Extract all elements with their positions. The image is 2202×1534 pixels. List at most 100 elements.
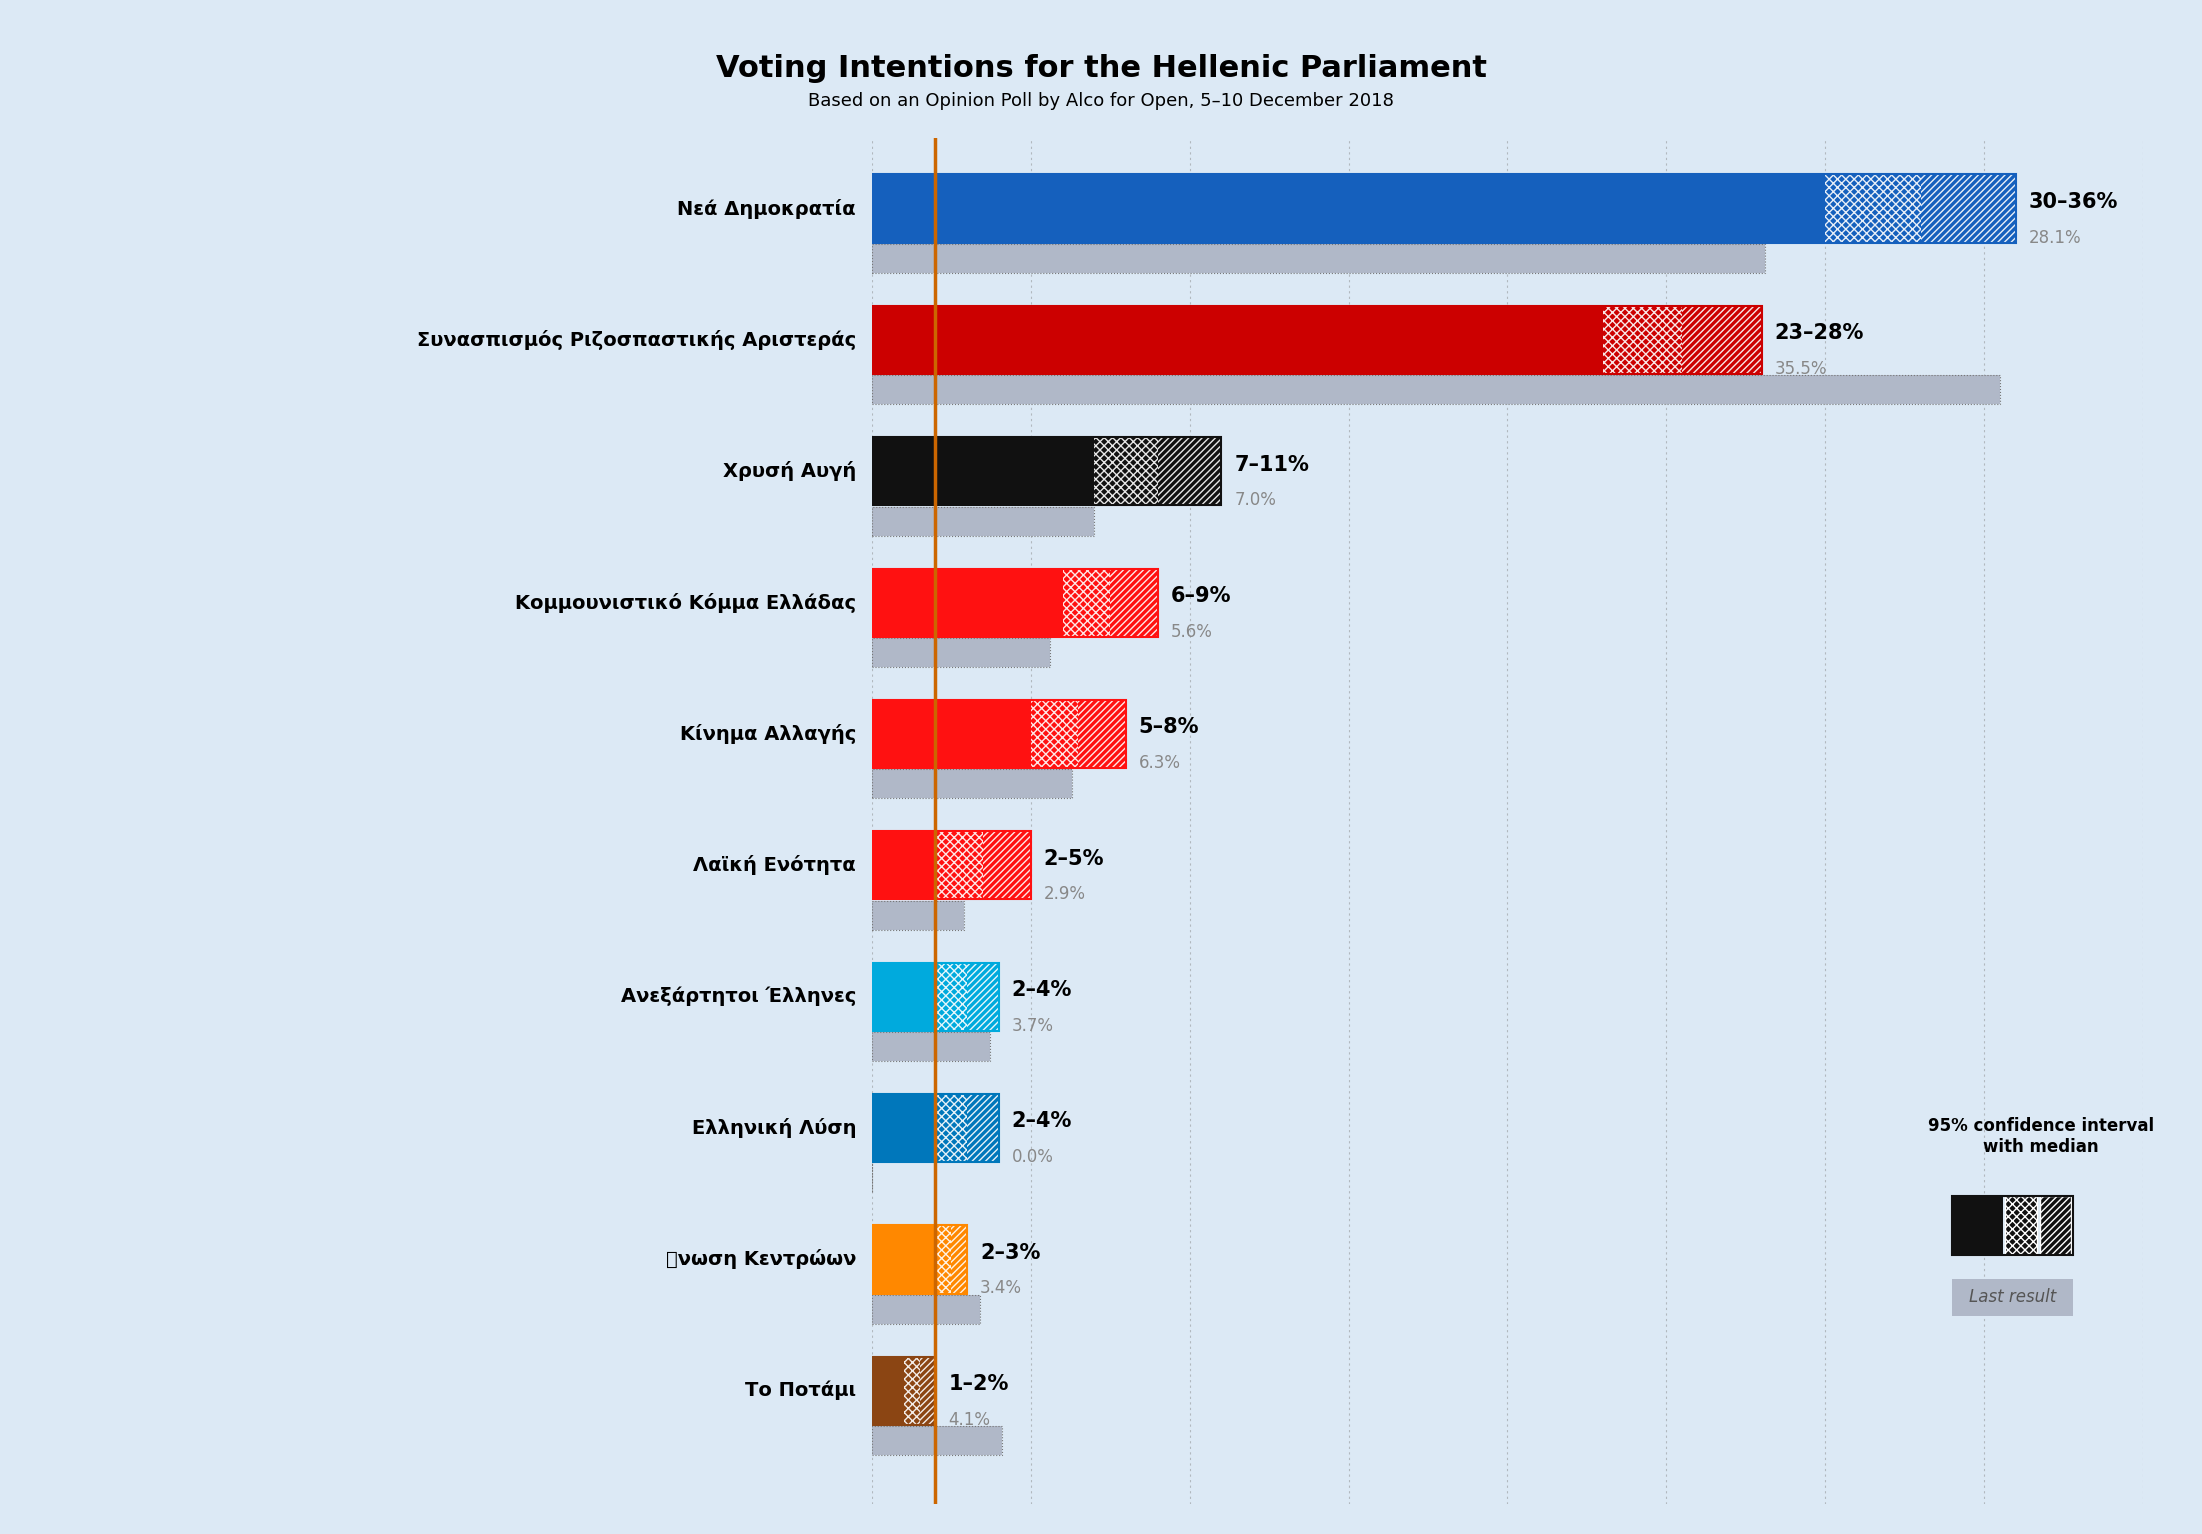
Bar	[872, 244, 1764, 273]
Bar	[1079, 700, 1125, 769]
Bar	[920, 1356, 936, 1425]
Text: ΍νωση Κεντρώων: ΍νωση Κεντρώων	[665, 1249, 857, 1269]
Bar	[1031, 700, 1079, 769]
Bar	[872, 437, 1222, 506]
Bar	[951, 1226, 967, 1293]
Text: 4.1%: 4.1%	[949, 1411, 991, 1428]
Bar	[2039, 1195, 2072, 1255]
Text: Συνασπισμός Ριζοσπαστικής Αριστεράς: Συνασπισμός Ριζοσπαστικής Αριστεράς	[416, 330, 857, 350]
Bar	[967, 1094, 1000, 1163]
Bar	[872, 638, 1050, 667]
Bar	[1031, 700, 1079, 769]
Text: 3.7%: 3.7%	[1011, 1017, 1055, 1034]
Bar	[1158, 437, 1222, 506]
Text: 2–4%: 2–4%	[1011, 980, 1072, 1000]
Text: 2–3%: 2–3%	[980, 1243, 1039, 1262]
Bar	[1953, 1195, 2004, 1255]
Bar	[872, 770, 1072, 798]
Bar	[872, 900, 964, 930]
Bar	[2039, 1195, 2072, 1255]
Bar	[936, 1226, 951, 1293]
Bar	[1603, 305, 1682, 374]
Bar	[872, 831, 936, 899]
Bar	[872, 1295, 980, 1324]
Bar	[872, 244, 1764, 273]
Bar	[1110, 569, 1158, 637]
Text: 35.5%: 35.5%	[1775, 360, 1828, 377]
Bar	[1094, 437, 1158, 506]
Bar	[872, 638, 1050, 667]
Bar	[1603, 305, 1682, 374]
Bar	[1953, 1195, 2072, 1255]
Bar	[872, 1427, 1002, 1456]
Text: 5.6%: 5.6%	[1171, 623, 1213, 641]
Text: 0.0%: 0.0%	[1011, 1147, 1053, 1166]
Bar	[872, 569, 1158, 637]
Bar	[872, 1226, 967, 1293]
Text: Last result: Last result	[1969, 1289, 2057, 1307]
Bar	[1825, 175, 1920, 242]
Bar	[872, 376, 1999, 405]
Bar	[936, 962, 967, 1031]
Bar	[1920, 175, 2015, 242]
Bar	[936, 962, 967, 1031]
Bar	[872, 506, 1094, 535]
Bar	[872, 1356, 936, 1425]
Text: Λαϊκή Ενότητα: Λαϊκή Ενότητα	[694, 856, 857, 876]
Bar	[872, 305, 1603, 374]
Text: Ανεξάρτητοι Έλληνες: Ανεξάρτητοι Έλληνες	[621, 986, 857, 1006]
Bar	[872, 1094, 936, 1163]
Bar	[872, 1356, 903, 1425]
Bar	[1064, 569, 1110, 637]
Bar	[1682, 305, 1762, 374]
Bar	[936, 831, 982, 899]
Bar	[872, 900, 964, 930]
Text: 6–9%: 6–9%	[1171, 586, 1231, 606]
Bar	[1953, 1279, 2072, 1316]
Bar	[872, 1032, 989, 1062]
Bar	[872, 506, 1094, 535]
Bar	[872, 1295, 980, 1324]
Bar	[872, 962, 1000, 1031]
Text: 7.0%: 7.0%	[1233, 491, 1275, 509]
Text: Το Ποτάμι: Το Ποτάμι	[744, 1381, 857, 1401]
Bar	[936, 831, 982, 899]
Bar	[2004, 1195, 2037, 1255]
Text: 2–4%: 2–4%	[1011, 1112, 1072, 1132]
Bar	[872, 1427, 1002, 1456]
Bar	[872, 1032, 989, 1062]
Text: 3.4%: 3.4%	[980, 1279, 1022, 1298]
Bar	[982, 831, 1031, 899]
Bar	[1094, 437, 1158, 506]
Text: 7–11%: 7–11%	[1233, 454, 1308, 474]
Text: Ελληνική Λύση: Ελληνική Λύση	[691, 1118, 857, 1138]
Bar	[1064, 569, 1110, 637]
Bar	[872, 770, 1072, 798]
Bar	[872, 175, 2015, 242]
Bar	[982, 831, 1031, 899]
Text: 28.1%: 28.1%	[2028, 229, 2081, 247]
Text: 6.3%: 6.3%	[1138, 753, 1180, 772]
Bar	[872, 437, 1094, 506]
Bar	[1110, 569, 1158, 637]
Bar	[936, 1094, 967, 1163]
Text: Χρυσή Αυγή: Χρυσή Αυγή	[722, 462, 857, 482]
Bar	[872, 831, 1031, 899]
Bar	[967, 1094, 1000, 1163]
Text: 1–2%: 1–2%	[949, 1374, 1009, 1394]
Bar	[1920, 175, 2015, 242]
Text: Based on an Opinion Poll by Alco for Open, 5–10 December 2018: Based on an Opinion Poll by Alco for Ope…	[808, 92, 1394, 110]
Text: 2–5%: 2–5%	[1044, 848, 1103, 868]
Bar	[1682, 305, 1762, 374]
Bar	[872, 305, 1762, 374]
Text: 5–8%: 5–8%	[1138, 718, 1200, 738]
Text: 2.9%: 2.9%	[1044, 885, 1086, 904]
Bar	[1079, 700, 1125, 769]
Bar	[936, 1094, 967, 1163]
Bar	[967, 962, 1000, 1031]
Bar	[872, 1094, 1000, 1163]
Bar	[1158, 437, 1222, 506]
Text: Κομμουνιστικό Κόμμα Ελλάδας: Κομμουνιστικό Κόμμα Ελλάδας	[515, 592, 857, 612]
Bar	[872, 962, 936, 1031]
Text: 30–36%: 30–36%	[2028, 192, 2118, 212]
